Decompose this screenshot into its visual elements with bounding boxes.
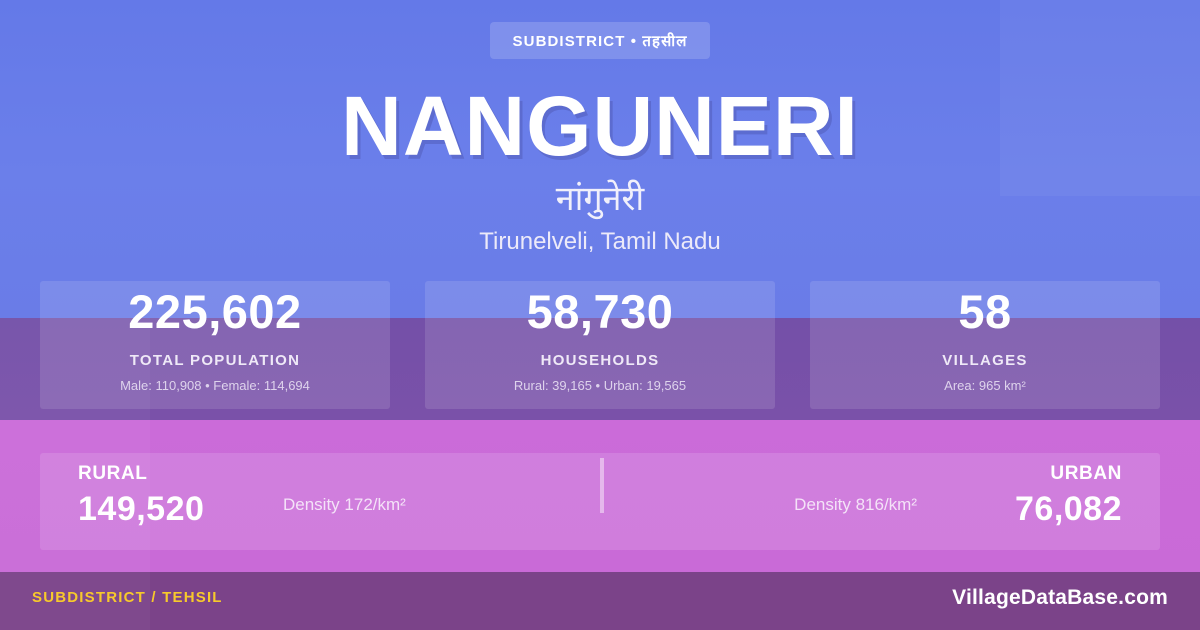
page-subtitle: Tirunelveli, Tamil Nadu: [479, 228, 721, 256]
background-band-magenta: [0, 420, 1200, 572]
stat-value: 58: [958, 285, 1012, 338]
urban-block: URBAN 76,082: [1015, 453, 1122, 550]
stat-value: 58,730: [526, 285, 674, 338]
urban-label: URBAN: [1050, 463, 1122, 484]
background-band-blue: [0, 0, 1200, 318]
stat-card-group: 225,602 TOTAL POPULATION Male: 110,908 •…: [0, 281, 1200, 409]
stat-card-villages: 58 VILLAGES Area: 965 km²: [810, 281, 1160, 409]
stat-detail: Rural: 39,165 • Urban: 19,565: [513, 378, 687, 394]
stat-card-total-population: 225,602 TOTAL POPULATION Male: 110,908 •…: [40, 281, 390, 409]
rural-label: RURAL: [78, 463, 148, 484]
background-band-purple: [0, 318, 1200, 420]
page-title-native: नांगुनेरी: [555, 180, 645, 218]
stat-card-households: 58,730 HOUSEHOLDS Rural: 39,165 • Urban:…: [425, 281, 775, 409]
footer-site-name: VillageDataBase.com: [952, 586, 1168, 609]
decorative-panel-top-right: [1000, 0, 1200, 196]
rural-urban-panel: RURAL 149,520 Density 172/km² Density 81…: [40, 453, 1160, 550]
rural-urban-divider: [600, 458, 604, 513]
rural-density: Density 172/km²: [283, 495, 406, 514]
page-title: NANGUNERI: [341, 79, 859, 173]
footer-category-label: SUBDISTRICT / TEHSIL: [32, 589, 223, 606]
rural-block: RURAL 149,520: [78, 453, 204, 550]
subdistrict-badge: SUBDISTRICT • तहसील: [490, 22, 710, 59]
stat-value: 225,602: [128, 285, 302, 338]
stat-detail: Area: 965 km²: [944, 378, 1026, 394]
background-band-footer: [0, 572, 1200, 630]
stat-label: TOTAL POPULATION: [129, 352, 301, 370]
stat-label: HOUSEHOLDS: [540, 352, 660, 370]
rural-value: 149,520: [78, 490, 205, 528]
title-block: NANGUNERI नांगुनेरी Tirunelveli, Tamil N…: [0, 84, 1200, 256]
urban-density: Density 816/km²: [794, 495, 917, 514]
urban-value: 76,082: [1015, 490, 1122, 528]
stat-detail: Male: 110,908 • Female: 114,694: [120, 378, 310, 394]
stat-label: VILLAGES: [942, 352, 1028, 370]
